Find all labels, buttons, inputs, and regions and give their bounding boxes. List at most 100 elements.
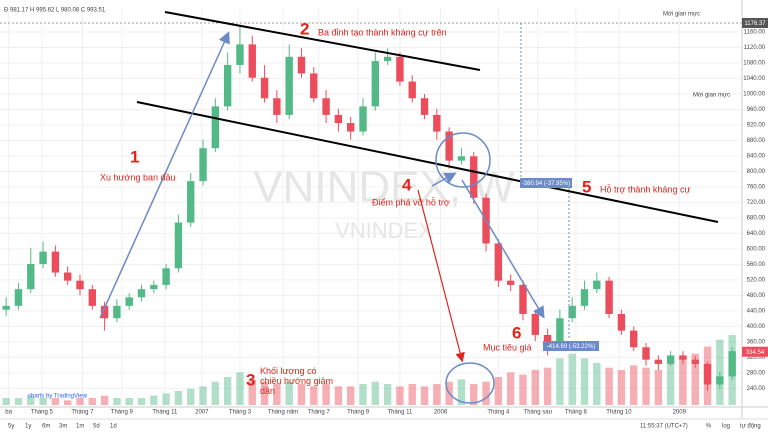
candle-body — [666, 355, 675, 364]
measure-box — [520, 178, 572, 188]
annotation: Khối lượng có chiều hướng giảm dần — [260, 366, 333, 396]
range-button[interactable]: 3m — [59, 424, 67, 430]
x-tick-label: Tháng 11 — [387, 410, 413, 416]
volume-bar — [543, 367, 552, 405]
watermark-sub: VNINDEX — [335, 218, 433, 243]
candle-body — [580, 289, 589, 306]
last-price-box — [742, 346, 768, 357]
x-tick-label: 2008 — [434, 410, 448, 416]
volume-bar — [654, 370, 663, 405]
volume-bar — [273, 384, 281, 405]
candle-body — [310, 73, 318, 99]
y-tick-label: 1160.00 — [744, 30, 766, 36]
toolbar-item[interactable]: tự động — [740, 424, 761, 430]
volume-bar — [519, 374, 527, 405]
volume-bar — [162, 393, 170, 405]
measure-label: -380.94 (-37.95%) — [522, 181, 570, 187]
y-tick-label: 440.00 — [747, 308, 766, 314]
x-tick-label: Tháng 10 — [606, 410, 632, 416]
price-marker-box — [742, 18, 768, 28]
y-tick-label: 960.00 — [747, 107, 766, 113]
break-arrow — [431, 172, 457, 187]
annotation-box: Khối lượng có chiều hướng giảm dần — [260, 366, 333, 396]
x-tick-label: Tháng 3 — [229, 410, 252, 416]
candle-body — [113, 305, 121, 319]
support-line — [136, 101, 719, 223]
candle-body — [593, 280, 601, 290]
volume-bar — [482, 381, 490, 405]
candle-body — [347, 123, 355, 132]
x-tick-label: Tháng 4 — [487, 410, 510, 416]
x-tick-label: Tháng 7 — [71, 410, 94, 416]
volume-bar — [248, 379, 256, 405]
candle-body — [408, 81, 416, 99]
measure-label: -414.69 (-53.22%) — [547, 344, 595, 350]
annotation: Hỗ trợ thành kháng cự — [600, 184, 690, 194]
range-button[interactable]: 6m — [42, 424, 50, 430]
volume-bar — [187, 388, 195, 405]
candle-body — [654, 359, 663, 364]
y-tick-label: 480.00 — [747, 293, 766, 299]
range-button[interactable]: 5y — [8, 424, 14, 430]
volume-bar — [334, 386, 343, 405]
volume-bar — [137, 398, 146, 405]
volume-bar — [63, 400, 72, 405]
candle-body — [88, 289, 96, 306]
annotation-number: 6 — [512, 323, 521, 342]
range-button[interactable]: 1d — [110, 424, 117, 430]
range-button[interactable]: 5d — [93, 424, 100, 430]
volume-bar — [322, 384, 330, 405]
volume-bar — [223, 377, 232, 405]
candle-body — [150, 284, 158, 290]
volume-bar — [285, 381, 293, 405]
y-tick-label: 760.00 — [747, 185, 766, 191]
volume-bar — [433, 384, 441, 405]
candle-body — [199, 148, 207, 182]
candle-body — [716, 376, 724, 385]
candle-body — [248, 44, 256, 78]
candle-body — [260, 77, 269, 99]
annotation-number: 2 — [300, 19, 309, 38]
volume-bar — [494, 377, 503, 405]
candle-body — [297, 56, 306, 74]
candle-body — [162, 268, 170, 285]
candle-body — [51, 251, 60, 273]
credit: charts by TradingView — [28, 394, 88, 400]
x-tick-label: Tháng năm — [268, 410, 298, 416]
candle-body — [137, 289, 146, 298]
toolbar-item[interactable]: log — [722, 424, 730, 430]
toolbar-item: 11:55:37 (UTC+7) — [640, 424, 688, 430]
y-tick-label: 1000.00 — [743, 92, 765, 98]
y-tick-label: 680.00 — [747, 216, 766, 222]
annotation-number: 5 — [582, 177, 591, 196]
volume-bar — [506, 372, 515, 405]
candle-body — [519, 284, 527, 314]
candle-body — [100, 305, 109, 319]
volume-bar — [457, 379, 466, 405]
resistance-line — [164, 11, 481, 71]
volume-circle — [445, 362, 495, 404]
candle-body — [63, 272, 72, 281]
annotation-number: 1 — [130, 147, 139, 166]
range-button[interactable]: 1m — [76, 424, 84, 430]
candle-body — [273, 98, 281, 115]
toolbar-item[interactable]: % — [706, 424, 712, 430]
volume-bar — [359, 384, 367, 405]
range-button[interactable]: 1y — [25, 424, 31, 430]
candle-body — [445, 131, 453, 161]
candle-body — [236, 44, 244, 65]
candle-body — [433, 114, 441, 132]
y-tick-label: 280.00 — [747, 370, 766, 376]
price-marker: 1176.37 — [744, 21, 766, 27]
y-tick-label: 800.00 — [747, 169, 766, 175]
annotation-number: 3 — [246, 370, 255, 389]
candle-body — [211, 106, 220, 149]
volume-bar — [113, 398, 121, 405]
volume-bar — [347, 386, 355, 405]
break-circle — [435, 132, 491, 188]
candle-body — [494, 243, 503, 281]
volume-bar — [39, 398, 47, 405]
volume-bar — [100, 395, 109, 405]
